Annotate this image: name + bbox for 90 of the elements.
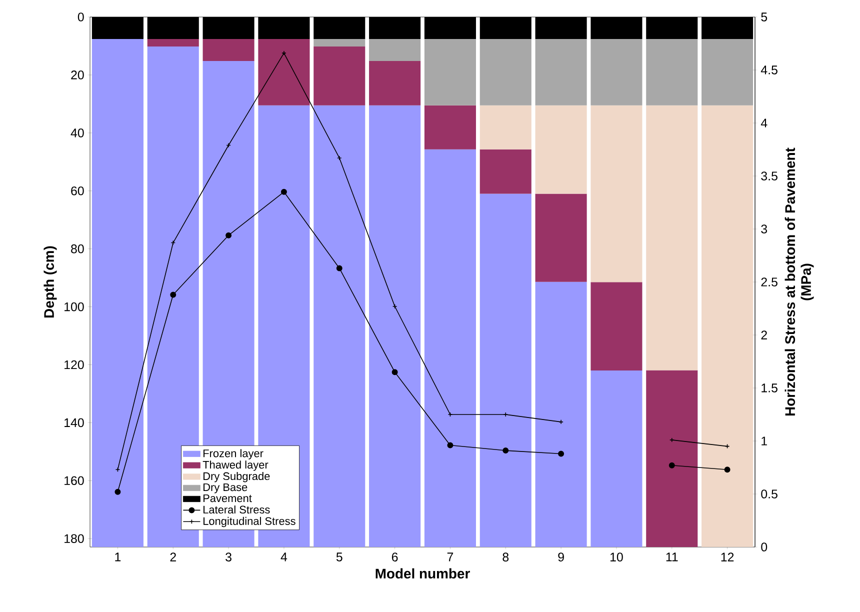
point xyxy=(170,292,176,298)
y2-axis-title: Horizontal Stress at bottom of Pavement (MPa) xyxy=(784,148,814,416)
y2-tick-label: 2.5 xyxy=(761,278,778,286)
bar xyxy=(92,39,144,548)
legend-label: Thawed layer xyxy=(202,460,268,471)
y2-tick-label: 4 xyxy=(760,118,768,128)
bar xyxy=(535,39,587,106)
point xyxy=(282,50,286,56)
x-tick-label: 4 xyxy=(280,552,288,562)
y2-tick-label: 3.5 xyxy=(761,172,778,180)
point xyxy=(558,420,564,424)
y-tick-label: 60 xyxy=(71,186,84,196)
bar xyxy=(314,46,366,106)
bar xyxy=(369,61,421,106)
bar xyxy=(424,105,476,150)
bar xyxy=(646,39,698,106)
x-tick-label: 11 xyxy=(666,552,678,562)
y2-tick-label: 0.5 xyxy=(761,490,778,498)
point xyxy=(280,188,287,195)
point xyxy=(669,438,674,442)
legend-label: Dry Base xyxy=(204,483,248,494)
bar xyxy=(646,370,698,548)
bar xyxy=(202,39,254,62)
bar xyxy=(590,105,642,282)
y2-tick-label: 4.5 xyxy=(760,66,778,74)
x-axis-title: Model number xyxy=(376,568,470,579)
point xyxy=(114,488,121,495)
bar xyxy=(424,39,476,106)
bar xyxy=(535,105,587,194)
y2-tick-label: 0 xyxy=(761,542,768,552)
x-tick-label: 7 xyxy=(447,552,454,562)
y-tick-label: 120 xyxy=(64,360,84,370)
bar xyxy=(702,39,754,106)
y2-tick-label: 3 xyxy=(761,224,768,234)
point xyxy=(502,448,509,454)
point xyxy=(336,265,342,272)
y-axis-title: Depth (cm) xyxy=(44,246,57,318)
bar xyxy=(314,105,366,548)
bar xyxy=(646,105,698,370)
bar xyxy=(147,39,199,47)
bar xyxy=(480,149,532,194)
x-tick-label: 1 xyxy=(115,552,121,562)
bar xyxy=(480,39,532,106)
bar xyxy=(702,105,754,548)
bar xyxy=(590,39,642,106)
bar xyxy=(258,39,310,106)
point xyxy=(226,232,232,238)
y-tick-label: 140 xyxy=(64,418,84,428)
x-tick-label: 8 xyxy=(502,552,509,562)
point xyxy=(392,369,398,376)
point xyxy=(668,462,675,468)
y-tick-label: 0 xyxy=(78,12,84,22)
point xyxy=(447,442,454,448)
y2-tick-label: 1 xyxy=(762,436,767,446)
y-tick-label: 180 xyxy=(64,534,84,544)
y2-tick-label: 1.5 xyxy=(762,384,778,392)
bar xyxy=(369,39,421,62)
y-tick-label: 100 xyxy=(64,302,84,312)
x-tick-label: 3 xyxy=(226,552,232,562)
y-tick-label: 80 xyxy=(71,244,84,254)
bar xyxy=(147,46,199,548)
bar xyxy=(369,105,421,548)
y-tick-label: 160 xyxy=(64,476,84,486)
legend-label: Pavement xyxy=(204,494,252,502)
y-tick-label: 40 xyxy=(70,128,84,138)
bar xyxy=(590,282,642,371)
legend-label: Lateral Stress xyxy=(204,505,270,514)
legend-label: Longitudinal Stress xyxy=(204,516,296,528)
bar xyxy=(480,105,532,150)
y2-tick-label: 5 xyxy=(761,12,768,22)
x-tick-label: 12 xyxy=(721,552,734,562)
point xyxy=(503,412,508,417)
legend-label: Frozen layer xyxy=(204,449,264,460)
x-tick-label: 2 xyxy=(170,552,176,562)
bar xyxy=(480,194,532,548)
bar xyxy=(424,149,476,548)
bar xyxy=(535,282,587,548)
y-tick-label: 20 xyxy=(71,70,84,80)
x-tick-label: 9 xyxy=(558,552,564,562)
legend-label: Dry Subgrade xyxy=(204,472,270,482)
bar xyxy=(535,194,587,282)
x-tick-label: 5 xyxy=(336,552,342,562)
bar xyxy=(314,39,366,47)
y2-tick-label: 2 xyxy=(761,330,767,340)
point xyxy=(336,156,342,160)
x-tick-label: 6 xyxy=(392,552,398,562)
x-tick-label: 10 xyxy=(610,552,623,562)
bar xyxy=(590,370,642,548)
point xyxy=(558,450,564,457)
point xyxy=(724,466,730,473)
